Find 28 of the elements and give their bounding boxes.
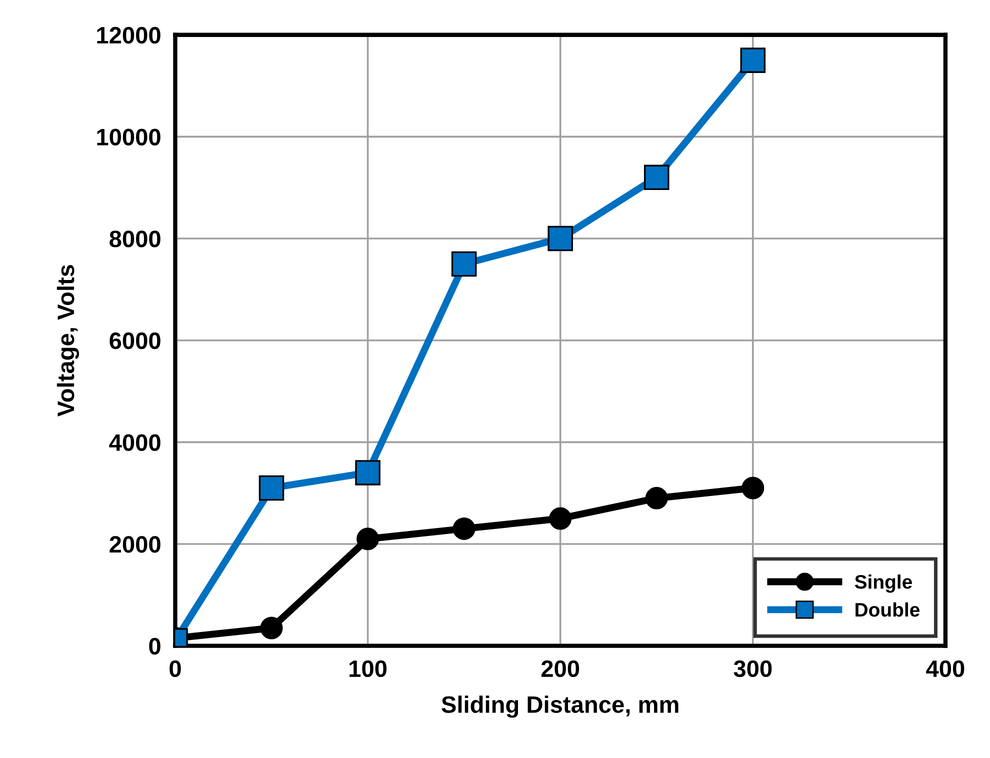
x-tick-label: 200 xyxy=(541,660,580,678)
point xyxy=(548,226,573,252)
point xyxy=(740,48,766,73)
y-tick-label: 8000 xyxy=(110,230,160,248)
y-tick-label: 2000 xyxy=(110,536,160,553)
y-tick-label: 12000 xyxy=(97,26,160,44)
y-axis-title: Voltage, Volts xyxy=(56,264,80,416)
point xyxy=(260,616,283,640)
x-tick-label: 0 xyxy=(170,660,181,678)
point xyxy=(356,528,380,550)
point xyxy=(452,517,476,540)
point xyxy=(645,486,668,510)
legend-label: Double xyxy=(856,602,920,617)
x-axis-title: Sliding Distance, mm xyxy=(442,696,678,718)
x-tick-label: 400 xyxy=(926,660,964,678)
y-tick-label: 10000 xyxy=(97,128,160,146)
y-tick-label: 0 xyxy=(149,638,160,655)
point xyxy=(549,507,572,530)
y-tick-label: 6000 xyxy=(110,332,160,350)
x-tick-label: 100 xyxy=(350,660,387,678)
point xyxy=(451,251,477,277)
point xyxy=(644,164,670,190)
x-tick-label: 300 xyxy=(734,660,772,678)
point xyxy=(742,476,764,500)
y-tick-label: 4000 xyxy=(109,434,160,451)
point xyxy=(355,460,380,486)
point xyxy=(258,475,284,501)
legend-label: Single xyxy=(854,574,912,593)
